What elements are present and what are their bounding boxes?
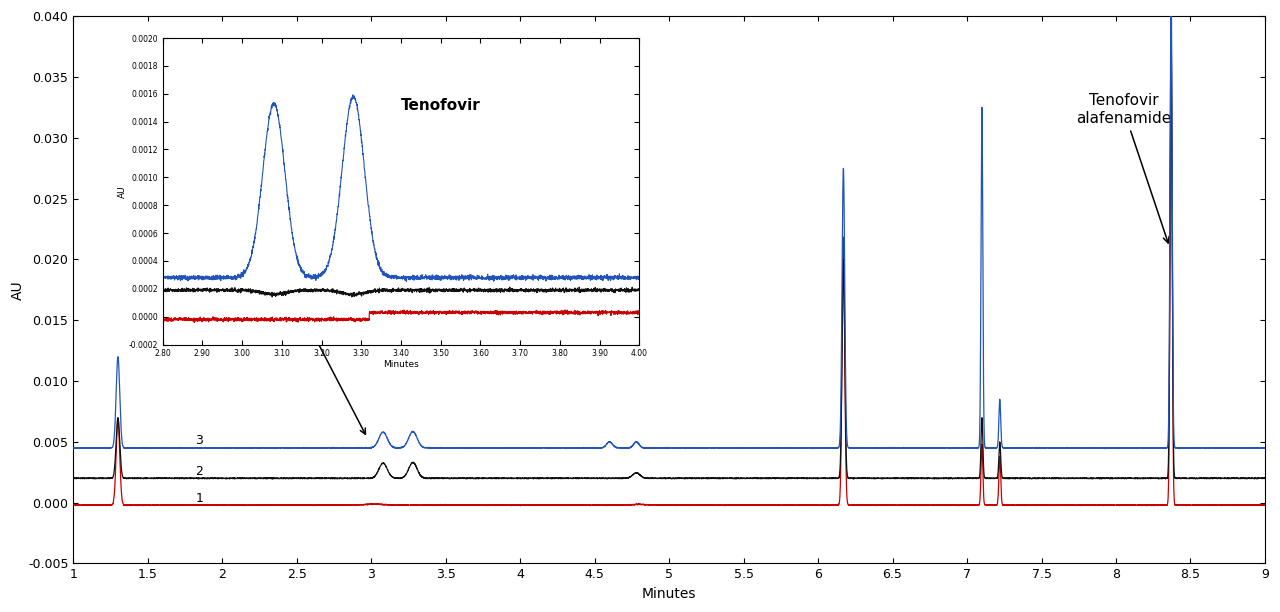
Text: 1: 1: [196, 492, 204, 505]
Text: 2: 2: [196, 465, 204, 478]
Y-axis label: AU: AU: [12, 280, 26, 300]
Text: 3: 3: [196, 435, 204, 447]
X-axis label: Minutes: Minutes: [641, 587, 696, 601]
Text: Tenofovir
alafenamide: Tenofovir alafenamide: [1075, 93, 1171, 243]
